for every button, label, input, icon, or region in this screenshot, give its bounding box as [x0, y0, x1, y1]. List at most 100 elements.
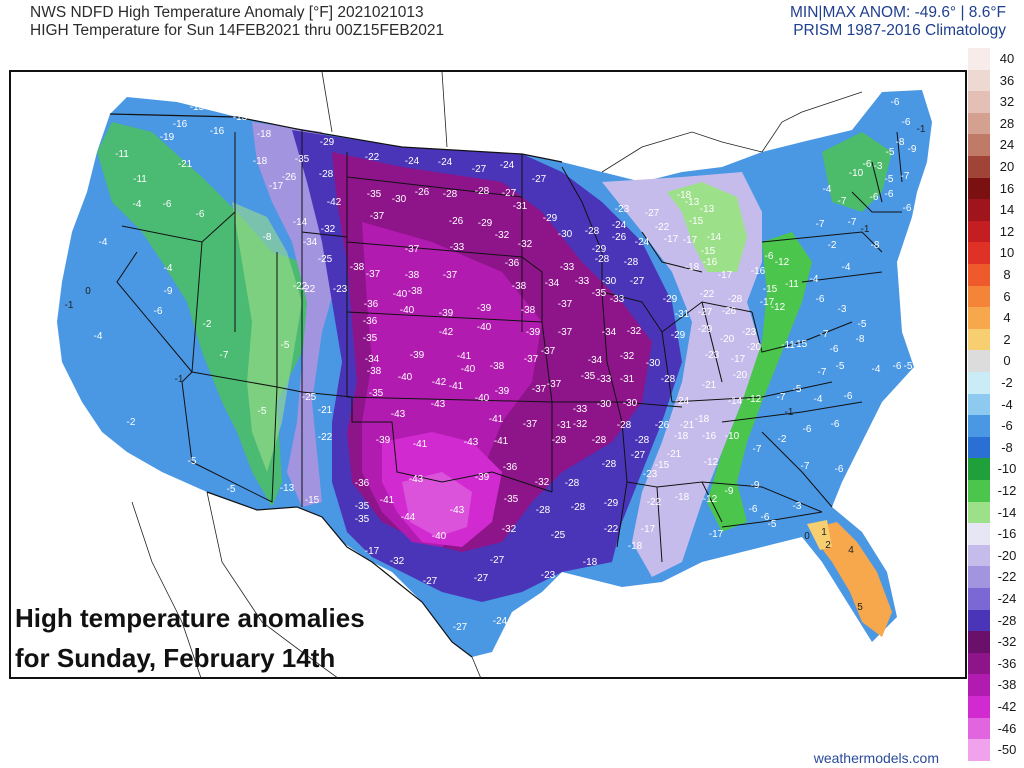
anomaly-value: -34: [588, 355, 603, 366]
legend-row: 20: [968, 156, 1024, 178]
legend-swatch: [968, 523, 990, 545]
anomaly-value: -14: [293, 217, 308, 228]
legend-label: -38: [997, 677, 1017, 693]
anomaly-value: -28: [617, 420, 632, 431]
legend-label: -8: [1001, 439, 1013, 455]
anomaly-value: -7: [753, 444, 762, 455]
anomaly-value: -28: [552, 435, 567, 446]
anomaly-value: -18: [583, 557, 598, 568]
anomaly-value: -5: [836, 361, 845, 372]
anomaly-value: -23: [705, 350, 720, 361]
caption-line1: High temperature anomalies: [15, 603, 365, 633]
anomaly-value: -5: [768, 519, 777, 530]
map-subtitle: HIGH Temperature for Sun 14FEB2021 thru …: [30, 22, 445, 39]
legend-swatch: [968, 652, 990, 675]
anomaly-value: -40: [432, 531, 447, 542]
legend-row: 0: [968, 350, 1024, 372]
anomaly-value: -15: [655, 460, 670, 471]
anomaly-value: -41: [494, 436, 509, 447]
anomaly-value: -18: [695, 414, 710, 425]
legend-row: -14: [968, 501, 1024, 524]
anomaly-value: -40: [475, 393, 490, 404]
anomaly-value: -22: [365, 152, 380, 163]
legend-swatch: [968, 415, 990, 437]
anomaly-value: -16: [702, 431, 717, 442]
anomaly-value: -32: [627, 326, 642, 337]
anomaly-value: -18: [257, 129, 272, 140]
anomaly-value: -29: [698, 324, 713, 335]
anomaly-value: -7: [777, 392, 786, 403]
anomaly-value: -6: [893, 361, 902, 372]
anomaly-value: -39: [376, 435, 391, 446]
anomaly-value: -2: [778, 434, 787, 445]
anomaly-value: -6: [891, 97, 900, 108]
legend-label: -16: [997, 526, 1017, 542]
legend-swatch: [968, 631, 990, 653]
anomaly-value: -12: [704, 457, 719, 468]
anomaly-value: -4: [94, 331, 103, 342]
anomaly-value: -5: [886, 147, 895, 158]
anomaly-value: -6: [831, 419, 840, 430]
header-right: MIN|MAX ANOM: -49.6° | 8.6°F PRISM 1987-…: [790, 4, 1006, 40]
legend-swatch: [968, 112, 990, 135]
legend-label: -22: [997, 569, 1017, 585]
legend-row: -16: [968, 523, 1024, 545]
anomaly-value: -20: [733, 370, 748, 381]
anomaly-value: -6: [163, 199, 172, 210]
anomaly-value: -24: [438, 157, 453, 168]
anomaly-value: -36: [364, 299, 379, 310]
legend-row: -36: [968, 652, 1024, 675]
anomaly-value: -12: [775, 257, 790, 268]
anomaly-value: -5: [904, 361, 913, 372]
anomaly-value: -21: [178, 159, 193, 170]
legend-swatch: [968, 501, 990, 524]
anomaly-value: -6: [835, 464, 844, 475]
anomaly-value: -18: [675, 492, 690, 503]
legend-swatch: [968, 544, 990, 567]
anomaly-value: -20: [720, 334, 735, 345]
anomaly-value: -25: [318, 254, 333, 265]
legend-label: -10: [997, 461, 1017, 477]
anomaly-value: -23: [643, 469, 658, 480]
map-svg: -15-16-16-19-21-15-18-18-17-11-11-4 -6-6-…: [57, 72, 932, 677]
anomaly-value: -28: [571, 502, 586, 513]
anomaly-value: -35: [363, 333, 378, 344]
legend-row: -50: [968, 739, 1024, 761]
anomaly-value: -38: [512, 281, 527, 292]
legend-label: 0: [1003, 353, 1011, 369]
legend-swatch: [968, 134, 990, 156]
legend-row: -8: [968, 436, 1024, 459]
anomaly-value: -6: [902, 117, 911, 128]
legend-label: -12: [997, 483, 1017, 498]
anomaly-value: -30: [646, 358, 661, 369]
legend-label: -42: [997, 699, 1017, 714]
legend-label: 40: [999, 51, 1015, 66]
anomaly-value: -37: [405, 244, 420, 255]
anomaly-value: -6: [903, 203, 912, 214]
anomaly-value: -22: [301, 284, 316, 295]
anomaly-value: -24: [493, 616, 508, 627]
anomaly-value: -7: [838, 196, 847, 207]
anomaly-value: -4: [872, 364, 881, 375]
legend-row: 10: [968, 242, 1024, 264]
anomaly-value: -1: [175, 374, 184, 385]
anomaly-value: -40: [461, 364, 476, 375]
anomaly-value: -27: [423, 576, 438, 587]
anomaly-value: -32: [573, 419, 588, 430]
legend-row: -42: [968, 696, 1024, 718]
anomaly-value: -29: [663, 294, 678, 305]
anomaly-value: -33: [573, 404, 588, 415]
anomaly-value: -32: [535, 477, 550, 488]
anomaly-value: -37: [532, 384, 547, 395]
anomaly-value: -7: [801, 461, 810, 472]
anomaly-value: -8: [896, 137, 905, 148]
anomaly-value: -24: [675, 396, 690, 407]
anomaly-value: -15: [689, 216, 704, 227]
east-green: [707, 232, 812, 532]
anomaly-value: -6: [816, 294, 825, 305]
anomaly-value: -24: [500, 160, 515, 171]
anomaly-value: -28: [595, 254, 610, 265]
anomaly-value: -16: [703, 257, 718, 268]
legend-row: 2: [968, 328, 1024, 351]
legend-row: -2: [968, 372, 1024, 394]
